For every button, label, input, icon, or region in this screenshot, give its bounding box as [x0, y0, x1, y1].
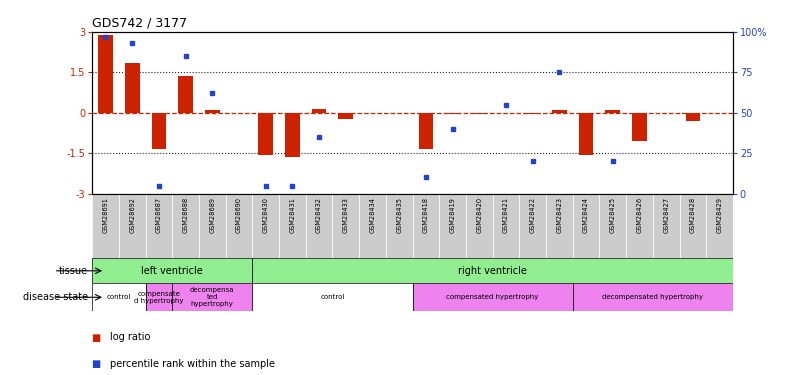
Text: percentile rank within the sample: percentile rank within the sample — [110, 359, 275, 369]
Bar — [686, 113, 700, 121]
Text: disease state: disease state — [23, 292, 88, 302]
Bar — [359, 194, 386, 258]
Bar — [146, 284, 172, 311]
Text: left ventricle: left ventricle — [141, 266, 203, 276]
Bar — [172, 284, 252, 311]
Bar — [125, 63, 139, 113]
Bar — [466, 194, 493, 258]
Text: compensated hypertrophy: compensated hypertrophy — [446, 294, 539, 300]
Text: GSM28690: GSM28690 — [236, 197, 242, 233]
Text: control: control — [320, 294, 344, 300]
Bar — [98, 34, 113, 113]
Bar — [332, 194, 359, 258]
Bar — [92, 284, 146, 311]
Bar — [413, 284, 573, 311]
Bar — [199, 194, 226, 258]
Bar — [493, 194, 519, 258]
Text: GSM28692: GSM28692 — [129, 197, 135, 233]
Text: GSM28425: GSM28425 — [610, 197, 616, 233]
Bar — [205, 110, 219, 113]
Bar — [626, 194, 653, 258]
Text: GSM28430: GSM28430 — [263, 197, 268, 233]
Bar — [679, 194, 706, 258]
Text: GSM28428: GSM28428 — [690, 197, 696, 233]
Text: GSM28691: GSM28691 — [103, 197, 108, 233]
Text: ■: ■ — [92, 359, 104, 369]
Text: decompensa
ted
hypertrophy: decompensa ted hypertrophy — [190, 287, 235, 307]
Bar — [179, 76, 193, 113]
Bar — [119, 194, 146, 258]
Bar — [92, 258, 252, 284]
Bar — [525, 113, 540, 114]
Text: GSM28689: GSM28689 — [209, 197, 215, 233]
Bar — [285, 113, 300, 157]
Bar — [439, 194, 466, 258]
Bar — [151, 113, 167, 149]
Bar — [445, 113, 460, 114]
Bar — [413, 194, 439, 258]
Bar — [226, 194, 252, 258]
Bar — [706, 194, 733, 258]
Bar — [632, 113, 647, 141]
Text: GSM28429: GSM28429 — [717, 197, 723, 233]
Bar — [573, 194, 599, 258]
Bar — [312, 109, 327, 113]
Text: GSM28432: GSM28432 — [316, 197, 322, 233]
Bar — [653, 194, 679, 258]
Text: GSM28426: GSM28426 — [637, 197, 642, 233]
Bar — [146, 194, 172, 258]
Text: GSM28433: GSM28433 — [343, 197, 348, 233]
Bar — [339, 113, 353, 120]
Text: GDS742 / 3177: GDS742 / 3177 — [92, 16, 187, 29]
Text: GSM28434: GSM28434 — [369, 197, 376, 233]
Text: GSM28435: GSM28435 — [396, 197, 402, 233]
Text: GSM28421: GSM28421 — [503, 197, 509, 233]
Text: GSM28420: GSM28420 — [477, 197, 482, 233]
Text: GSM28424: GSM28424 — [583, 197, 589, 233]
Bar — [606, 110, 620, 113]
Text: tissue: tissue — [59, 266, 88, 276]
Text: GSM28688: GSM28688 — [183, 197, 188, 233]
Text: control: control — [107, 294, 131, 300]
Bar — [546, 194, 573, 258]
Bar — [552, 110, 567, 113]
Text: GSM28422: GSM28422 — [529, 197, 536, 233]
Text: GSM28687: GSM28687 — [156, 197, 162, 233]
Bar — [472, 113, 487, 114]
Bar — [306, 194, 332, 258]
Bar — [573, 284, 733, 311]
Bar — [279, 194, 306, 258]
Bar — [92, 194, 119, 258]
Text: GSM28419: GSM28419 — [449, 197, 456, 233]
Text: GSM28431: GSM28431 — [289, 197, 296, 233]
Bar — [386, 194, 413, 258]
Bar — [258, 113, 273, 154]
Text: right ventricle: right ventricle — [458, 266, 527, 276]
Text: GSM28423: GSM28423 — [557, 197, 562, 233]
Bar — [252, 284, 413, 311]
Text: GSM28427: GSM28427 — [663, 197, 669, 233]
Bar — [172, 194, 199, 258]
Text: decompensated hypertrophy: decompensated hypertrophy — [602, 294, 703, 300]
Bar — [579, 113, 594, 154]
Bar — [519, 194, 546, 258]
Bar — [419, 113, 433, 149]
Text: GSM28418: GSM28418 — [423, 197, 429, 233]
Text: log ratio: log ratio — [110, 333, 150, 342]
Text: ■: ■ — [92, 333, 104, 342]
Bar — [252, 258, 733, 284]
Text: compensate
d hypertrophy: compensate d hypertrophy — [134, 291, 183, 304]
Bar — [599, 194, 626, 258]
Bar — [252, 194, 279, 258]
